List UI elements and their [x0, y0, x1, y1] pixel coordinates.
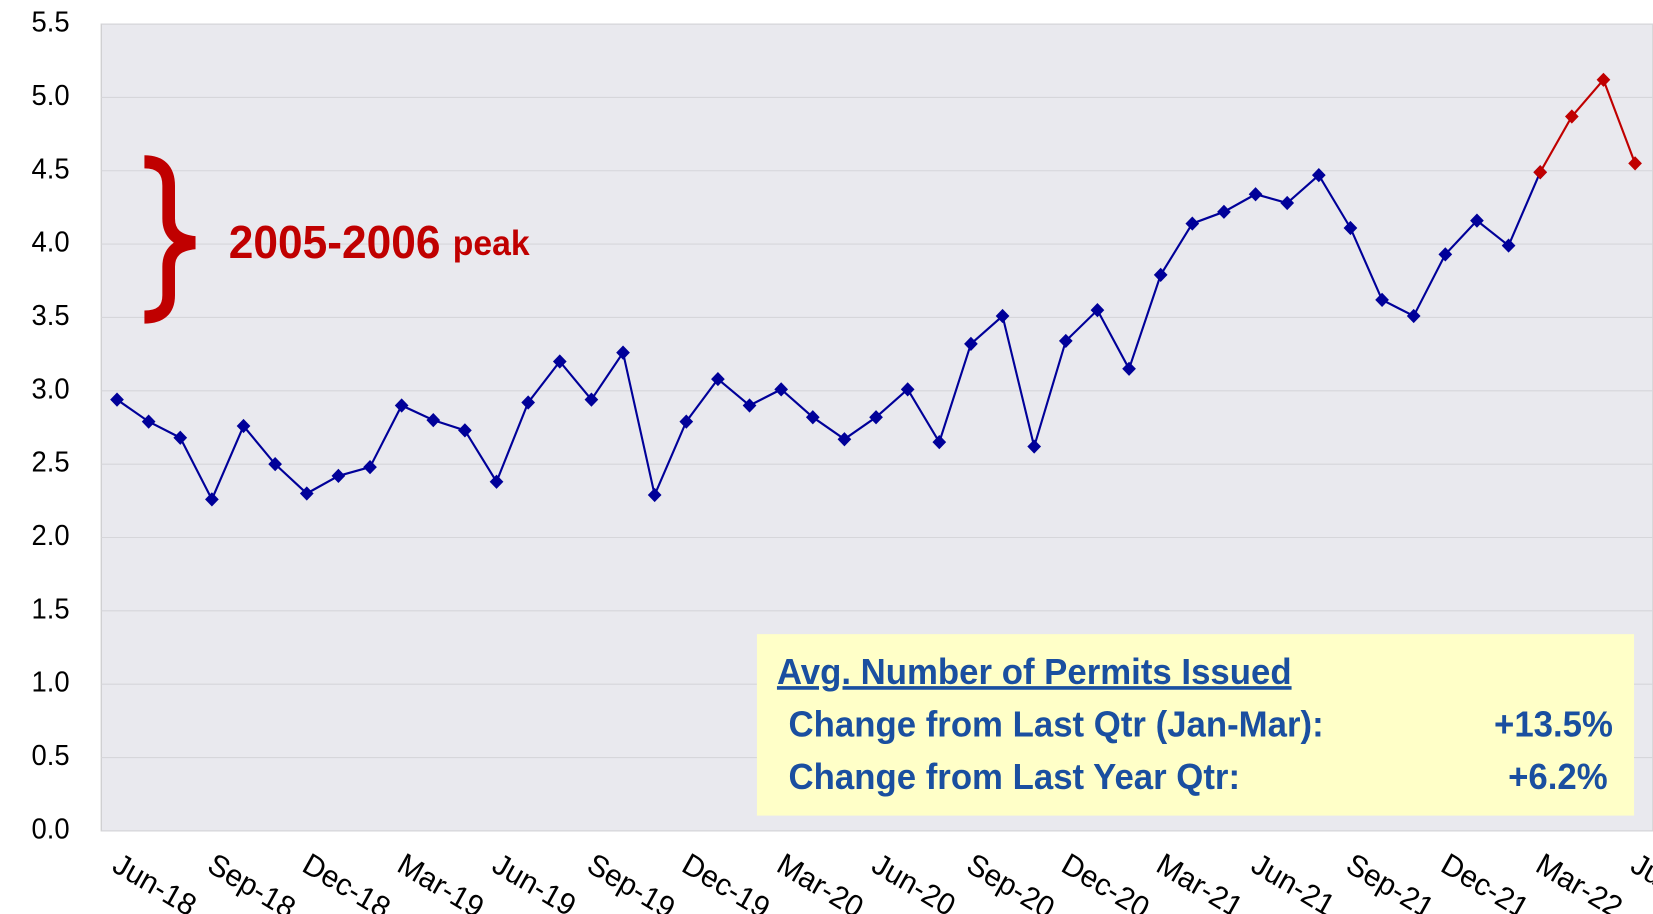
marker — [1185, 216, 1200, 231]
marker — [1027, 439, 1042, 454]
marker — [1564, 109, 1579, 124]
x-tick-label: Jun-22 — [1625, 847, 1653, 914]
marker — [1090, 303, 1105, 318]
x-tick-label: Dec-19 — [677, 847, 776, 914]
line — [116, 171, 1542, 502]
marker — [964, 336, 978, 351]
info-label: Change from Last Qtr (Jan-Mar): — [789, 704, 1324, 745]
marker — [1217, 204, 1231, 219]
y-tick-label: 2.5 — [31, 446, 69, 478]
x-tick-label: Sep-20 — [961, 847, 1060, 914]
brace — [144, 155, 196, 324]
marker — [932, 435, 947, 450]
annotation-main: 2005-2006 — [229, 216, 441, 268]
marker — [236, 418, 251, 434]
x-tick-label: Dec-21 — [1436, 847, 1535, 914]
marker — [616, 345, 630, 360]
marker — [458, 423, 472, 438]
x-tick-label: Mar-19 — [392, 847, 489, 914]
y-tick-label: 5.0 — [31, 79, 69, 111]
annotation: 2005-2006 peak — [229, 216, 531, 268]
y-tick-label: 5.5 — [31, 6, 69, 38]
marker — [268, 457, 283, 472]
marker — [774, 382, 789, 397]
x-tick-label: Dec-20 — [1056, 847, 1155, 914]
y-tick-label: 1.0 — [31, 666, 69, 698]
x-tick-label: Dec-18 — [297, 847, 396, 914]
marker — [489, 474, 504, 489]
marker — [521, 395, 536, 410]
marker — [141, 414, 156, 429]
marker — [1533, 165, 1548, 180]
x-tick-label: Jun-19 — [487, 847, 581, 914]
x-tick-label: Sep-21 — [1341, 847, 1440, 914]
y-tick-label: 0.5 — [31, 740, 69, 772]
info-label: Change from Last Year Qtr: — [789, 756, 1241, 797]
x-tick-label: Jun-18 — [107, 847, 201, 914]
marker — [1470, 213, 1484, 228]
x-tick-label: Sep-18 — [202, 847, 301, 914]
line — [1539, 77, 1637, 173]
x-tick-label: Sep-19 — [582, 847, 681, 914]
info-title: Avg. Number of Permits Issued — [777, 652, 1292, 693]
marker — [299, 486, 314, 501]
y-tick-label: 1.5 — [31, 593, 69, 625]
annotation-small: peak — [453, 225, 531, 264]
marker — [1343, 220, 1358, 236]
marker — [1375, 292, 1389, 307]
y-tick-label: 4.0 — [31, 226, 69, 258]
x-tick-label: Jun-20 — [866, 847, 960, 914]
info-box — [756, 634, 1635, 816]
y-tick-label: 3.0 — [31, 373, 69, 405]
marker — [742, 398, 757, 413]
marker — [805, 410, 820, 425]
info-value: +6.2% — [1508, 756, 1608, 797]
y-tick-label: 2.0 — [31, 520, 69, 552]
x-tick-label: Mar-22 — [1530, 847, 1627, 914]
info-value: +13.5% — [1494, 704, 1613, 745]
x-tick-label: Mar-20 — [771, 847, 868, 914]
y-tick-label: 3.5 — [31, 300, 69, 332]
marker — [679, 414, 694, 429]
x-tick-label: Mar-21 — [1151, 847, 1248, 914]
y-tick-label: 0.0 — [31, 813, 69, 845]
y-tick-label: 4.5 — [31, 153, 69, 185]
x-tick-label: Jun-21 — [1246, 847, 1340, 914]
marker — [584, 392, 599, 407]
marker — [869, 410, 883, 425]
